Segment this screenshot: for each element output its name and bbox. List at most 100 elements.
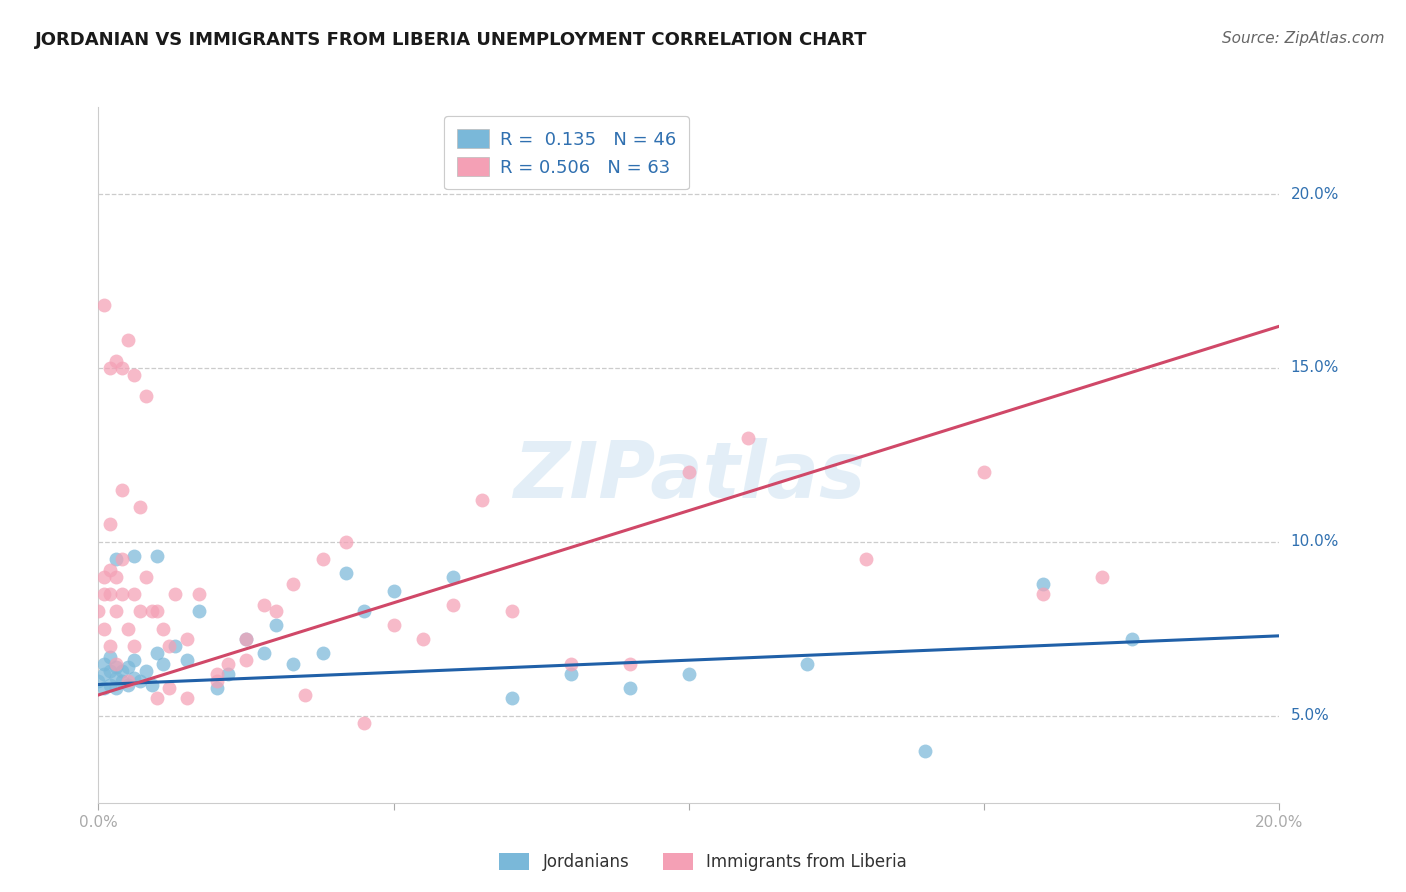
Point bbox=[1091, 570, 1114, 584]
Point bbox=[98, 677, 121, 691]
Point bbox=[135, 570, 157, 584]
Point bbox=[619, 657, 641, 671]
Point bbox=[141, 677, 163, 691]
Point bbox=[122, 368, 145, 382]
Point bbox=[441, 598, 464, 612]
Point bbox=[122, 549, 145, 563]
Point bbox=[105, 681, 128, 695]
Point bbox=[93, 570, 115, 584]
Point bbox=[1032, 576, 1054, 591]
Point bbox=[205, 667, 228, 681]
Point bbox=[176, 691, 198, 706]
Point bbox=[122, 671, 145, 685]
Point bbox=[117, 622, 139, 636]
Point bbox=[235, 632, 257, 647]
Point bbox=[152, 657, 174, 671]
Point bbox=[111, 360, 134, 375]
Point bbox=[973, 466, 995, 480]
Point bbox=[294, 688, 316, 702]
Point bbox=[382, 618, 405, 632]
Text: 5.0%: 5.0% bbox=[1291, 708, 1329, 723]
Point bbox=[98, 664, 121, 678]
Point bbox=[111, 587, 134, 601]
Point bbox=[471, 493, 494, 508]
Point bbox=[560, 657, 582, 671]
Legend: R =  0.135   N = 46, R = 0.506   N = 63: R = 0.135 N = 46, R = 0.506 N = 63 bbox=[444, 116, 689, 189]
Point bbox=[98, 639, 121, 653]
Point bbox=[501, 691, 523, 706]
Point bbox=[122, 653, 145, 667]
Text: JORDANIAN VS IMMIGRANTS FROM LIBERIA UNEMPLOYMENT CORRELATION CHART: JORDANIAN VS IMMIGRANTS FROM LIBERIA UNE… bbox=[35, 31, 868, 49]
Point bbox=[235, 632, 257, 647]
Point bbox=[157, 639, 180, 653]
Point bbox=[335, 566, 357, 581]
Text: ZIPatlas: ZIPatlas bbox=[513, 438, 865, 514]
Legend: Jordanians, Immigrants from Liberia: Jordanians, Immigrants from Liberia bbox=[491, 845, 915, 880]
Point bbox=[93, 681, 115, 695]
Point bbox=[157, 681, 180, 695]
Point bbox=[111, 483, 134, 497]
Point bbox=[105, 605, 128, 619]
Point bbox=[93, 657, 115, 671]
Point bbox=[93, 587, 115, 601]
Point bbox=[146, 646, 169, 660]
Point bbox=[98, 563, 121, 577]
Point bbox=[117, 674, 139, 689]
Point bbox=[105, 570, 128, 584]
Point bbox=[165, 587, 187, 601]
Point bbox=[501, 605, 523, 619]
Point bbox=[353, 715, 375, 730]
Point bbox=[176, 653, 198, 667]
Point bbox=[205, 674, 228, 689]
Point bbox=[135, 664, 157, 678]
Point bbox=[264, 618, 287, 632]
Point bbox=[441, 570, 464, 584]
Point bbox=[1121, 632, 1143, 647]
Point bbox=[737, 430, 759, 444]
Point bbox=[253, 646, 276, 660]
Point bbox=[382, 583, 405, 598]
Point bbox=[98, 517, 121, 532]
Point bbox=[165, 639, 187, 653]
Point bbox=[855, 552, 877, 566]
Point bbox=[105, 354, 128, 368]
Point bbox=[93, 622, 115, 636]
Point bbox=[796, 657, 818, 671]
Point bbox=[264, 605, 287, 619]
Point bbox=[283, 576, 305, 591]
Point bbox=[87, 605, 110, 619]
Text: Source: ZipAtlas.com: Source: ZipAtlas.com bbox=[1222, 31, 1385, 46]
Text: 10.0%: 10.0% bbox=[1291, 534, 1339, 549]
Point bbox=[98, 360, 121, 375]
Point bbox=[283, 657, 305, 671]
Point bbox=[914, 744, 936, 758]
Point bbox=[412, 632, 434, 647]
Point bbox=[152, 622, 174, 636]
Point bbox=[312, 646, 335, 660]
Point bbox=[117, 660, 139, 674]
Point bbox=[176, 632, 198, 647]
Point bbox=[187, 605, 209, 619]
Text: 15.0%: 15.0% bbox=[1291, 360, 1339, 376]
Point bbox=[111, 664, 134, 678]
Point bbox=[146, 549, 169, 563]
Point bbox=[117, 677, 139, 691]
Point bbox=[105, 657, 128, 671]
Point bbox=[105, 552, 128, 566]
Point bbox=[98, 587, 121, 601]
Point bbox=[235, 653, 257, 667]
Point bbox=[93, 298, 115, 312]
Point bbox=[353, 605, 375, 619]
Point bbox=[141, 605, 163, 619]
Point bbox=[146, 691, 169, 706]
Point bbox=[111, 674, 134, 689]
Point bbox=[128, 605, 150, 619]
Point bbox=[128, 674, 150, 689]
Point bbox=[105, 671, 128, 685]
Point bbox=[146, 605, 169, 619]
Point bbox=[205, 681, 228, 695]
Point bbox=[619, 681, 641, 695]
Point bbox=[105, 660, 128, 674]
Point bbox=[312, 552, 335, 566]
Point bbox=[135, 389, 157, 403]
